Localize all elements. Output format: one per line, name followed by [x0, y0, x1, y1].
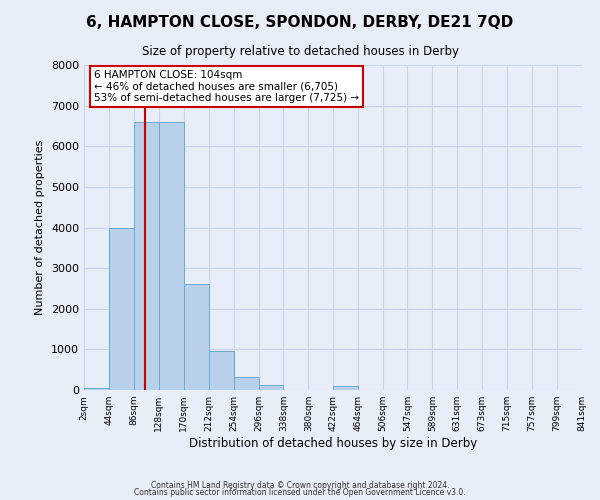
Bar — [184, 284, 209, 390]
Y-axis label: Number of detached properties: Number of detached properties — [35, 140, 46, 315]
Bar — [84, 388, 109, 390]
Text: 6 HAMPTON CLOSE: 104sqm
← 46% of detached houses are smaller (6,705)
53% of semi: 6 HAMPTON CLOSE: 104sqm ← 46% of detache… — [94, 70, 359, 103]
Bar — [159, 122, 184, 390]
Text: 6, HAMPTON CLOSE, SPONDON, DERBY, DE21 7QD: 6, HAMPTON CLOSE, SPONDON, DERBY, DE21 7… — [86, 15, 514, 30]
Text: Contains HM Land Registry data © Crown copyright and database right 2024.: Contains HM Land Registry data © Crown c… — [151, 480, 449, 490]
Bar — [333, 386, 358, 390]
Bar — [259, 385, 283, 390]
X-axis label: Distribution of detached houses by size in Derby: Distribution of detached houses by size … — [189, 437, 477, 450]
Bar — [209, 352, 233, 390]
Bar — [109, 228, 134, 390]
Bar — [134, 122, 159, 390]
Text: Contains public sector information licensed under the Open Government Licence v3: Contains public sector information licen… — [134, 488, 466, 497]
Bar — [233, 377, 259, 390]
Text: Size of property relative to detached houses in Derby: Size of property relative to detached ho… — [142, 45, 458, 58]
